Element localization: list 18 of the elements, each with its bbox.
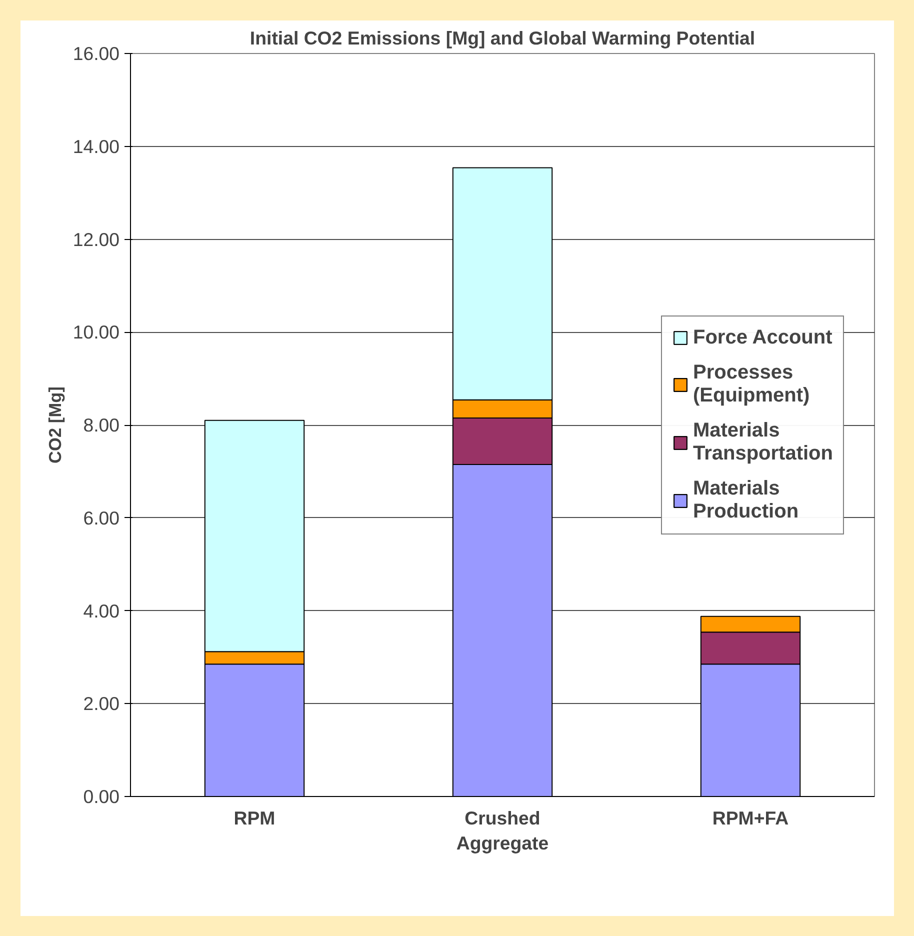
legend-label: Processes (Equipment) <box>692 361 810 407</box>
chart-title: Initial CO2 Emissions [Mg] and Global Warming Potential <box>250 28 756 48</box>
y-tick-label: 6.00 <box>83 507 120 528</box>
y-tick-label: 8.00 <box>83 414 120 436</box>
y-tick-label: 4.00 <box>83 600 120 622</box>
y-tick-label: 14.00 <box>72 136 120 157</box>
y-tick-label: 16.00 <box>72 43 120 64</box>
x-tick-label: RPM <box>234 808 276 828</box>
legend-label: Force Account <box>692 326 832 349</box>
x-tick-label: RPM+FA <box>712 808 789 828</box>
y-tick-label: 12.00 <box>72 228 120 250</box>
y-tick-label: 10.00 <box>72 322 120 343</box>
x-tick-label: Crushed Aggregate <box>456 808 549 854</box>
y-tick-label: 2.00 <box>83 693 120 714</box>
legend-label: Materials Production <box>692 477 799 523</box>
y-axis-title: CO2 [Mg] <box>44 386 65 464</box>
y-tick-label: 0.00 <box>83 786 120 807</box>
legend-label: Materials Transportation <box>692 419 833 465</box>
